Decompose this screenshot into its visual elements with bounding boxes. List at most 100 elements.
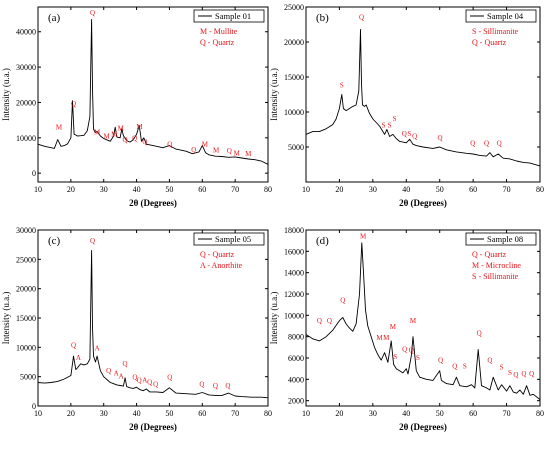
x-tick-label: 10 [34, 409, 42, 418]
x-tick-label: 70 [231, 185, 239, 194]
plot-frame [305, 229, 541, 407]
y-axis-label: Intensity (u.a.) [269, 68, 279, 121]
peak-label: Q [452, 363, 457, 371]
peak-label: Q [142, 138, 147, 146]
peak-label: A [76, 354, 81, 362]
peak-label: S [393, 115, 397, 123]
legend-box [193, 9, 265, 23]
x-axis-label: 2θ (Degrees) [129, 198, 177, 208]
y-tick-label: 10000 [16, 343, 36, 352]
phase-key-line: M - Microcline [472, 261, 521, 270]
y-tick-label: 14000 [284, 269, 304, 278]
x-tick-label: 40 [402, 185, 410, 194]
y-tick-label: 5000 [20, 373, 36, 382]
peak-label: Q [147, 378, 152, 386]
peak-label: Q [90, 237, 95, 245]
peak-label: Q [137, 377, 142, 385]
peak-label: S [508, 369, 512, 377]
x-tick-label: 70 [503, 185, 511, 194]
x-tick-label: 50 [436, 185, 444, 194]
y-tick-label: 8000 [288, 333, 304, 342]
peak-label: A [114, 369, 119, 377]
peak-label: Q [327, 317, 332, 325]
peak-label: S [500, 364, 504, 372]
x-tick-label: 20 [335, 409, 343, 418]
phase-key-line: Q - Quartz [472, 250, 507, 259]
peak-label: Q [199, 381, 204, 389]
phase-key-line: M - Mullite [200, 27, 238, 36]
y-tick-label: 0 [32, 402, 36, 411]
legend-box [193, 232, 265, 246]
series-line [305, 242, 541, 400]
x-tick-label: 80 [264, 409, 272, 418]
x-tick-label: 80 [536, 409, 544, 418]
peak-label: Q [529, 370, 534, 378]
phase-key-line: A - Anorthite [200, 261, 243, 270]
y-tick-label: 5000 [288, 143, 304, 152]
peak-label: S [388, 121, 392, 129]
legend: Sample 01 [193, 9, 265, 23]
x-tick-label: 60 [198, 409, 206, 418]
y-tick-label: 20000 [16, 98, 36, 107]
peak-label: Q [438, 134, 443, 142]
chart-panel: 10 20 30 40 50 60 70 80 0 10000 20000 30000 40000 2θ … [1, 6, 272, 208]
peak-label: Q [227, 147, 232, 155]
y-tick-label: 30000 [16, 63, 36, 72]
y-axis-label: Intensity (u.a.) [1, 292, 11, 345]
peak-label: Q [359, 14, 364, 22]
peak-label: M [410, 317, 417, 325]
peak-label: M [94, 128, 101, 136]
peak-label: Q [153, 381, 158, 389]
plot-frame [37, 6, 269, 183]
x-tick-label: 40 [402, 409, 410, 418]
y-tick-label: 16000 [284, 247, 304, 256]
y-tick-label: 12000 [284, 290, 304, 299]
peak-label: Q [90, 9, 95, 17]
phase-key-line: S - Sillimanite [472, 272, 519, 281]
peak-label: Q [225, 382, 230, 390]
x-tick-label: 70 [231, 409, 239, 418]
peak-label: S [393, 353, 397, 361]
chart-panel: 10 20 30 40 50 60 70 80 5000 10000 15000 20000 25000… [269, 3, 544, 208]
peak-label: Q [412, 133, 417, 141]
legend-box [465, 232, 537, 246]
legend: Sample 05 [193, 232, 265, 246]
y-axis-label: Intensity (u.a.) [1, 68, 11, 121]
chart-panel: 10 20 30 40 50 60 70 80 0 5000 10000 15000 20000 2500… [1, 226, 272, 432]
peak-label: A [119, 372, 124, 380]
legend: Sample 08 [465, 232, 537, 246]
peak-label: M [234, 149, 241, 157]
panel-label: (b) [316, 12, 329, 24]
panel-label: (d) [316, 235, 329, 247]
peak-label: S [340, 82, 344, 90]
phase-key-line: Q - Quartz [472, 38, 507, 47]
x-tick-label: 20 [67, 409, 75, 418]
x-tick-label: 10 [302, 409, 310, 418]
peak-label: Q [438, 356, 443, 364]
y-tick-label: 30000 [16, 226, 36, 235]
x-tick-label: 70 [503, 409, 511, 418]
x-tick-label: 30 [369, 185, 377, 194]
legend-entry: Sample 08 [487, 234, 523, 244]
peak-label: M [202, 141, 209, 149]
peak-label: M [213, 147, 220, 155]
peak-label: M [390, 323, 397, 331]
x-tick-label: 50 [165, 409, 173, 418]
peak-label: Q [497, 140, 502, 148]
peak-label: A [95, 344, 100, 352]
phase-key-line: S - Sillimanite [472, 27, 519, 36]
x-tick-label: 10 [302, 185, 310, 194]
peak-label: Q [167, 374, 172, 382]
peak-label: Q [521, 370, 526, 378]
x-tick-label: 60 [469, 409, 477, 418]
x-tick-label: 10 [34, 185, 42, 194]
phase-key-line: Q - Quartz [200, 38, 235, 47]
peak-label: M [383, 334, 390, 342]
y-tick-label: 40000 [16, 28, 36, 37]
y-tick-label: 15000 [16, 314, 36, 323]
peak-label: M [136, 123, 143, 131]
peak-label: M [118, 125, 125, 133]
peak-label: M [56, 124, 63, 132]
